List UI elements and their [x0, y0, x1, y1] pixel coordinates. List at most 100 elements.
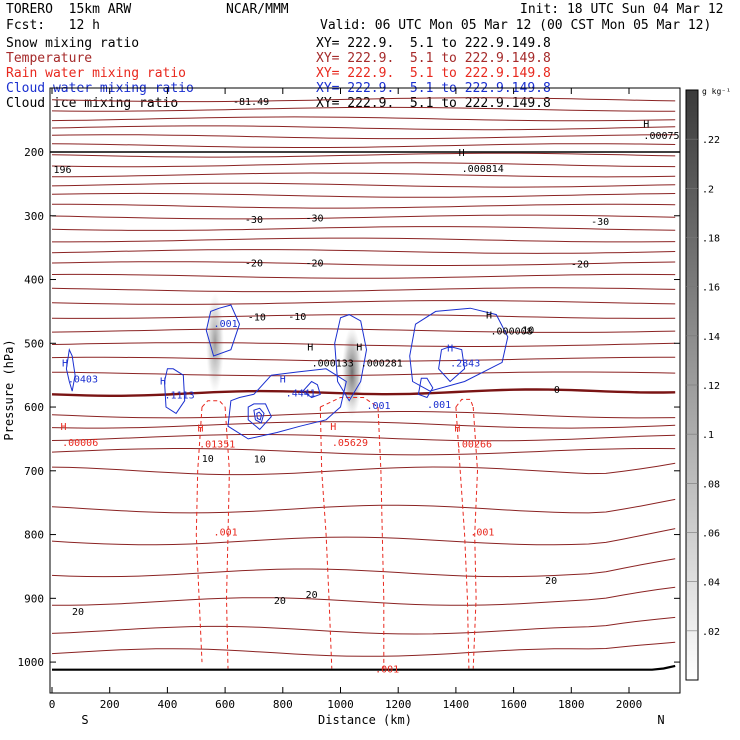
- contour-label: 10: [522, 325, 534, 336]
- isotherm-line: [51, 116, 676, 122]
- isotherm-line: [51, 411, 676, 419]
- isotherm-line: [51, 106, 676, 112]
- terrain-line: [52, 664, 676, 671]
- x-tick-label: 1800: [558, 698, 585, 711]
- high-marker: H: [280, 374, 286, 385]
- legend-xy: XY= 222.9. 5.1 to 222.9.149.8: [316, 51, 551, 66]
- colorbar-tick-label: .2: [702, 184, 714, 195]
- contour-label: .001: [366, 401, 390, 412]
- colorbar-tick-label: .08: [702, 479, 720, 490]
- isotherm-line: [51, 134, 676, 140]
- isotherm-line: [52, 203, 676, 209]
- freezing-level-line: [51, 388, 676, 397]
- isotherm-label: -30: [591, 217, 609, 228]
- high-marker: H: [454, 423, 460, 434]
- isotherm-line: [51, 328, 676, 333]
- isotherm-line: [51, 462, 676, 476]
- cloud-water-contour: [256, 411, 263, 421]
- isotherm-label: 10: [254, 455, 266, 466]
- max-value-label: .01351: [199, 439, 235, 450]
- isotherm-line: [52, 237, 676, 243]
- isotherm-label: -20: [571, 260, 589, 271]
- y-tick-label: 900: [24, 592, 44, 605]
- max-value-label: .00266: [456, 439, 492, 450]
- max-value-label: .1113: [165, 390, 195, 401]
- cloud-water-contour: [438, 345, 466, 383]
- colorbar-tick-label: .12: [702, 381, 720, 392]
- rain-contour: [455, 406, 470, 669]
- isotherm-label: -30: [245, 215, 263, 226]
- contour-label: .001: [427, 400, 451, 411]
- cloud-water-contour: [227, 368, 347, 440]
- y-tick-label: 300: [24, 210, 44, 223]
- isotherm-line: [51, 162, 676, 168]
- x-tick-label: 1400: [443, 698, 470, 711]
- isotherm-label: 10: [202, 454, 214, 465]
- max-value-label: .000133: [312, 358, 354, 369]
- snow-shading: [206, 293, 225, 394]
- isotherm-label: 20: [72, 607, 84, 618]
- isotherm-label: 20: [274, 596, 286, 607]
- y-tick-label: 400: [24, 274, 44, 287]
- isotherm-line: [51, 342, 676, 347]
- isotherm-line: [51, 152, 676, 158]
- isotherm-label: 20: [306, 590, 318, 601]
- isotherm-line: [51, 214, 676, 220]
- isotherm-line: [51, 226, 676, 231]
- isotherm-line: [51, 287, 676, 293]
- colorbar-tick-label: .02: [702, 627, 720, 638]
- isotherm-label: -81.49: [233, 97, 269, 108]
- isotherm-label: -30: [306, 214, 324, 225]
- x-axis-label: Distance (km): [318, 713, 412, 727]
- isotherm-label: -10: [288, 312, 306, 323]
- y-tick-label: 600: [24, 401, 44, 414]
- isotherm-line: [51, 528, 676, 546]
- high-marker: H: [486, 311, 492, 322]
- colorbar-unit: g kg⁻¹: [702, 87, 731, 96]
- isotherm-line: [51, 616, 676, 635]
- x-tick-label: 600: [215, 698, 235, 711]
- isotherm-label: -20: [306, 258, 324, 269]
- y-tick-label: 1000: [18, 656, 45, 669]
- contour-label: .001: [375, 664, 399, 675]
- cloud-water-contour: [409, 307, 509, 392]
- rain-contour: [455, 398, 474, 408]
- forecast-hour: Fcst: 12 h: [6, 18, 100, 33]
- colorbar-tick-label: .18: [702, 234, 720, 245]
- isotherm-line: [51, 300, 676, 305]
- rain-contour: [377, 406, 385, 669]
- colorbar-tick-label: .06: [702, 529, 720, 540]
- rain-contour: [201, 400, 226, 408]
- cloud-water-contour: [65, 347, 76, 392]
- y-tick-label: 800: [24, 529, 44, 542]
- x-tick-label: 2000: [616, 698, 643, 711]
- cloud-water-contour: [247, 403, 272, 431]
- cloud-water-contour: [302, 380, 321, 399]
- colorbar-tick-label: .04: [702, 578, 720, 589]
- high-marker: H: [307, 342, 313, 353]
- contour-label: .001: [470, 527, 494, 538]
- max-value-label: .0403: [68, 374, 98, 385]
- x-tick-label: 1000: [327, 698, 354, 711]
- rain-contour: [319, 406, 333, 669]
- legend-label: Rain water mixing ratio: [6, 66, 187, 81]
- max-value-label: .000008: [491, 327, 533, 338]
- cloud-water-contour: [253, 407, 265, 424]
- high-marker: H: [61, 422, 67, 433]
- snow-shading: [342, 326, 363, 417]
- high-marker: H: [447, 344, 453, 355]
- x-tick-label: 1600: [500, 698, 527, 711]
- valid-time: Valid: 06 UTC Mon 05 Mar 12 (00 CST Mon …: [320, 18, 712, 33]
- cloud-water-contour: [417, 377, 434, 399]
- legend-xy: XY= 222.9. 5.1 to 222.9.149.8: [316, 36, 551, 51]
- x-tick-label: 1200: [385, 698, 412, 711]
- isotherm-line: [51, 641, 676, 657]
- model-title: TORERO 15km ARW: [6, 2, 132, 17]
- cloud-water-contour: [334, 314, 368, 402]
- colorbar-tick-label: .14: [702, 332, 720, 343]
- y-axis-label: Pressure (hPa): [2, 339, 16, 440]
- init-time: Init: 18 UTC Sun 04 Mar 12: [520, 2, 724, 17]
- rain-contour: [472, 406, 479, 669]
- max-value-label: .4441: [286, 388, 316, 399]
